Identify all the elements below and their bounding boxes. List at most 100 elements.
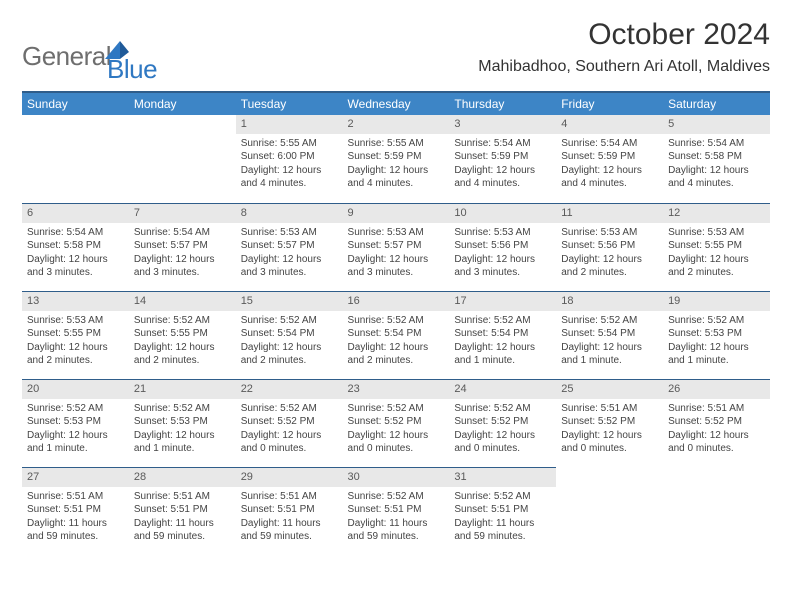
- calendar-day-cell: 12Sunrise: 5:53 AMSunset: 5:55 PMDayligh…: [663, 203, 770, 291]
- day-info: Sunrise: 5:52 AMSunset: 5:54 PMDaylight:…: [236, 311, 343, 368]
- calendar-table: SundayMondayTuesdayWednesdayThursdayFrid…: [22, 91, 770, 555]
- day-number: 23: [343, 379, 450, 399]
- day-info: Sunrise: 5:52 AMSunset: 5:54 PMDaylight:…: [449, 311, 556, 368]
- calendar-day-cell: 22Sunrise: 5:52 AMSunset: 5:52 PMDayligh…: [236, 379, 343, 467]
- calendar-day-cell: [663, 467, 770, 555]
- calendar-day-cell: 13Sunrise: 5:53 AMSunset: 5:55 PMDayligh…: [22, 291, 129, 379]
- day-number: 9: [343, 203, 450, 223]
- calendar-week-row: 1Sunrise: 5:55 AMSunset: 6:00 PMDaylight…: [22, 115, 770, 203]
- day-of-week-header: Tuesday: [236, 92, 343, 115]
- day-info: Sunrise: 5:53 AMSunset: 5:56 PMDaylight:…: [556, 223, 663, 280]
- calendar-week-row: 20Sunrise: 5:52 AMSunset: 5:53 PMDayligh…: [22, 379, 770, 467]
- day-number: 22: [236, 379, 343, 399]
- calendar-day-cell: 27Sunrise: 5:51 AMSunset: 5:51 PMDayligh…: [22, 467, 129, 555]
- calendar-day-cell: 23Sunrise: 5:52 AMSunset: 5:52 PMDayligh…: [343, 379, 450, 467]
- day-number: [556, 467, 663, 487]
- title-block: October 2024 Mahibadhoo, Southern Ari At…: [478, 18, 770, 76]
- day-info: Sunrise: 5:51 AMSunset: 5:51 PMDaylight:…: [236, 487, 343, 544]
- calendar-day-cell: 8Sunrise: 5:53 AMSunset: 5:57 PMDaylight…: [236, 203, 343, 291]
- day-info: Sunrise: 5:52 AMSunset: 5:53 PMDaylight:…: [129, 399, 236, 456]
- calendar-day-cell: 17Sunrise: 5:52 AMSunset: 5:54 PMDayligh…: [449, 291, 556, 379]
- day-info: Sunrise: 5:52 AMSunset: 5:55 PMDaylight:…: [129, 311, 236, 368]
- day-number: 11: [556, 203, 663, 223]
- day-info: Sunrise: 5:52 AMSunset: 5:52 PMDaylight:…: [236, 399, 343, 456]
- day-number: 1: [236, 115, 343, 134]
- day-info: Sunrise: 5:54 AMSunset: 5:59 PMDaylight:…: [449, 134, 556, 191]
- day-of-week-header: Wednesday: [343, 92, 450, 115]
- calendar-day-cell: [556, 467, 663, 555]
- calendar-day-cell: 31Sunrise: 5:52 AMSunset: 5:51 PMDayligh…: [449, 467, 556, 555]
- day-info: Sunrise: 5:52 AMSunset: 5:51 PMDaylight:…: [343, 487, 450, 544]
- calendar-day-cell: 4Sunrise: 5:54 AMSunset: 5:59 PMDaylight…: [556, 115, 663, 203]
- calendar-day-cell: 24Sunrise: 5:52 AMSunset: 5:52 PMDayligh…: [449, 379, 556, 467]
- calendar-day-cell: 20Sunrise: 5:52 AMSunset: 5:53 PMDayligh…: [22, 379, 129, 467]
- day-info: Sunrise: 5:51 AMSunset: 5:51 PMDaylight:…: [129, 487, 236, 544]
- calendar-day-cell: 11Sunrise: 5:53 AMSunset: 5:56 PMDayligh…: [556, 203, 663, 291]
- day-number: 21: [129, 379, 236, 399]
- day-number: 25: [556, 379, 663, 399]
- calendar-day-cell: 19Sunrise: 5:52 AMSunset: 5:53 PMDayligh…: [663, 291, 770, 379]
- day-number: 17: [449, 291, 556, 311]
- calendar-day-cell: 2Sunrise: 5:55 AMSunset: 5:59 PMDaylight…: [343, 115, 450, 203]
- day-number: [129, 115, 236, 134]
- day-of-week-header: Thursday: [449, 92, 556, 115]
- day-number: 7: [129, 203, 236, 223]
- day-number: 14: [129, 291, 236, 311]
- calendar-day-cell: 5Sunrise: 5:54 AMSunset: 5:58 PMDaylight…: [663, 115, 770, 203]
- day-info: Sunrise: 5:53 AMSunset: 5:57 PMDaylight:…: [343, 223, 450, 280]
- calendar-day-cell: 21Sunrise: 5:52 AMSunset: 5:53 PMDayligh…: [129, 379, 236, 467]
- calendar-day-cell: 6Sunrise: 5:54 AMSunset: 5:58 PMDaylight…: [22, 203, 129, 291]
- day-number: 18: [556, 291, 663, 311]
- calendar-day-cell: [22, 115, 129, 203]
- day-number: [22, 115, 129, 134]
- day-info: Sunrise: 5:55 AMSunset: 6:00 PMDaylight:…: [236, 134, 343, 191]
- calendar-day-cell: 30Sunrise: 5:52 AMSunset: 5:51 PMDayligh…: [343, 467, 450, 555]
- calendar-day-cell: 9Sunrise: 5:53 AMSunset: 5:57 PMDaylight…: [343, 203, 450, 291]
- location-text: Mahibadhoo, Southern Ari Atoll, Maldives: [478, 58, 770, 76]
- calendar-day-cell: 14Sunrise: 5:52 AMSunset: 5:55 PMDayligh…: [129, 291, 236, 379]
- day-info: Sunrise: 5:54 AMSunset: 5:57 PMDaylight:…: [129, 223, 236, 280]
- header: General Blue October 2024 Mahibadhoo, So…: [22, 18, 770, 85]
- logo: General Blue: [22, 18, 157, 85]
- calendar-day-cell: 10Sunrise: 5:53 AMSunset: 5:56 PMDayligh…: [449, 203, 556, 291]
- day-number: 26: [663, 379, 770, 399]
- day-info: Sunrise: 5:53 AMSunset: 5:55 PMDaylight:…: [663, 223, 770, 280]
- calendar-body: 1Sunrise: 5:55 AMSunset: 6:00 PMDaylight…: [22, 115, 770, 555]
- day-info: Sunrise: 5:52 AMSunset: 5:53 PMDaylight:…: [663, 311, 770, 368]
- day-number: 19: [663, 291, 770, 311]
- day-of-week-header: Sunday: [22, 92, 129, 115]
- day-number: 29: [236, 467, 343, 487]
- day-number: [663, 467, 770, 487]
- day-info: Sunrise: 5:52 AMSunset: 5:52 PMDaylight:…: [449, 399, 556, 456]
- logo-text-general: General: [22, 41, 111, 72]
- calendar-day-cell: 29Sunrise: 5:51 AMSunset: 5:51 PMDayligh…: [236, 467, 343, 555]
- day-number: 3: [449, 115, 556, 134]
- calendar-day-cell: [129, 115, 236, 203]
- calendar-week-row: 27Sunrise: 5:51 AMSunset: 5:51 PMDayligh…: [22, 467, 770, 555]
- day-info: Sunrise: 5:54 AMSunset: 5:59 PMDaylight:…: [556, 134, 663, 191]
- day-number: 2: [343, 115, 450, 134]
- day-number: 16: [343, 291, 450, 311]
- day-number: 31: [449, 467, 556, 487]
- calendar-day-cell: 26Sunrise: 5:51 AMSunset: 5:52 PMDayligh…: [663, 379, 770, 467]
- day-info: Sunrise: 5:51 AMSunset: 5:52 PMDaylight:…: [663, 399, 770, 456]
- day-info: Sunrise: 5:55 AMSunset: 5:59 PMDaylight:…: [343, 134, 450, 191]
- day-number: 10: [449, 203, 556, 223]
- day-info: Sunrise: 5:52 AMSunset: 5:53 PMDaylight:…: [22, 399, 129, 456]
- day-number: 30: [343, 467, 450, 487]
- calendar-day-cell: 15Sunrise: 5:52 AMSunset: 5:54 PMDayligh…: [236, 291, 343, 379]
- day-number: 13: [22, 291, 129, 311]
- day-of-week-header: Friday: [556, 92, 663, 115]
- day-info: Sunrise: 5:53 AMSunset: 5:56 PMDaylight:…: [449, 223, 556, 280]
- day-info: Sunrise: 5:52 AMSunset: 5:54 PMDaylight:…: [343, 311, 450, 368]
- day-info: Sunrise: 5:52 AMSunset: 5:51 PMDaylight:…: [449, 487, 556, 544]
- day-of-week-header: Saturday: [663, 92, 770, 115]
- day-number: 12: [663, 203, 770, 223]
- day-number: 8: [236, 203, 343, 223]
- day-info: Sunrise: 5:51 AMSunset: 5:52 PMDaylight:…: [556, 399, 663, 456]
- calendar-day-cell: 3Sunrise: 5:54 AMSunset: 5:59 PMDaylight…: [449, 115, 556, 203]
- day-info: Sunrise: 5:54 AMSunset: 5:58 PMDaylight:…: [663, 134, 770, 191]
- day-info: Sunrise: 5:52 AMSunset: 5:54 PMDaylight:…: [556, 311, 663, 368]
- day-number: 15: [236, 291, 343, 311]
- day-info: Sunrise: 5:53 AMSunset: 5:55 PMDaylight:…: [22, 311, 129, 368]
